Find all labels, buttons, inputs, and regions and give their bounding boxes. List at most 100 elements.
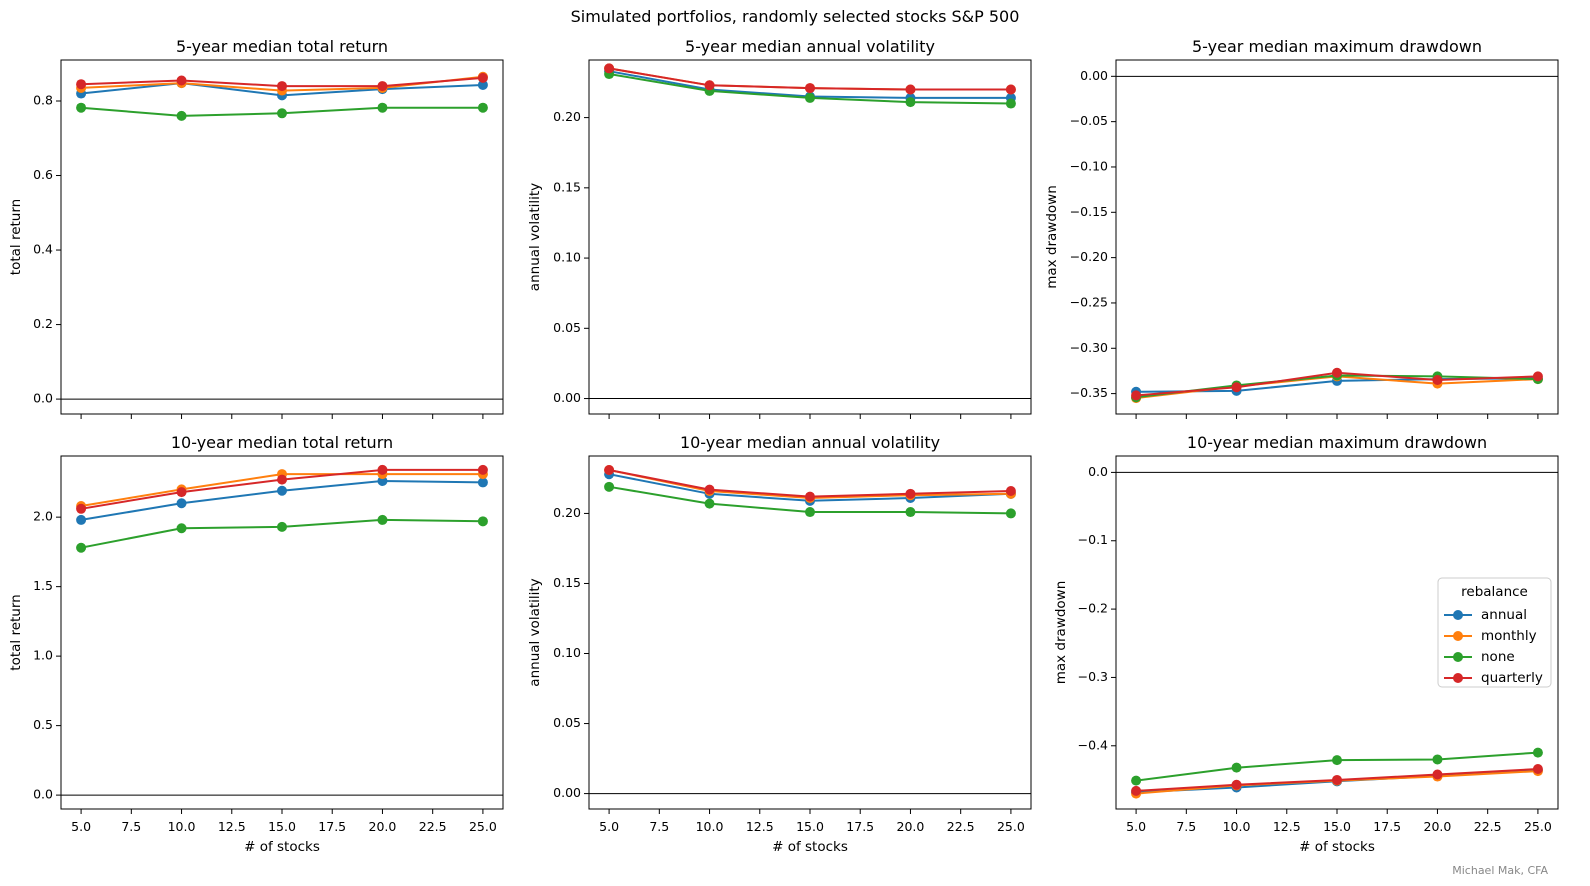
data-point-none bbox=[1005, 508, 1016, 519]
y-tick-label: 0.15 bbox=[553, 179, 581, 194]
data-point-quarterly bbox=[805, 83, 815, 94]
y-axis-label: annual volatility bbox=[527, 578, 543, 686]
y-axis-label: total return bbox=[8, 199, 24, 275]
y-tick-label: −0.05 bbox=[1070, 113, 1108, 128]
y-tick-label: 0.15 bbox=[553, 575, 581, 590]
y-tick-label: 0.00 bbox=[1080, 68, 1108, 83]
axes-frame bbox=[60, 59, 504, 415]
y-tick-label: 0.0 bbox=[33, 787, 53, 802]
data-point-quarterly bbox=[277, 81, 287, 92]
chart-panel-5: 10-year median annual volatility annual v… bbox=[527, 433, 1032, 855]
legend-entry-annual: annual bbox=[1481, 607, 1527, 623]
x-axis-label: # of stocks bbox=[1299, 839, 1375, 855]
axes-frame bbox=[588, 59, 1032, 415]
data-point-quarterly bbox=[704, 484, 715, 495]
data-point-quarterly bbox=[1432, 375, 1443, 386]
x-tick-label: 22.5 bbox=[947, 819, 975, 834]
y-tick-label: 0.05 bbox=[553, 715, 581, 730]
data-point-annual bbox=[477, 477, 488, 488]
axes-frame bbox=[1115, 59, 1559, 415]
data-point-none bbox=[76, 102, 87, 113]
data-point-none bbox=[1532, 747, 1543, 758]
data-point-none bbox=[1432, 754, 1443, 765]
chart-panel-6: 10-year median maximum drawdown max drawd… bbox=[1053, 433, 1559, 855]
data-point-none bbox=[604, 481, 615, 492]
chart-panel-4: 10-year median total return total return #… bbox=[8, 433, 504, 855]
x-tick-label: 25.0 bbox=[997, 819, 1025, 834]
x-tick-label: 12.5 bbox=[1273, 819, 1301, 834]
legend-entry-monthly: monthly bbox=[1481, 628, 1537, 644]
x-tick-label: 22.5 bbox=[1474, 819, 1502, 834]
y-axis-label: max drawdown bbox=[1044, 185, 1060, 289]
legend-box bbox=[1437, 577, 1552, 688]
x-tick-label: 17.5 bbox=[318, 819, 346, 834]
y-axis-label: annual volatility bbox=[527, 183, 543, 291]
data-point-quarterly bbox=[905, 488, 916, 499]
x-tick-label: 10.0 bbox=[696, 819, 724, 834]
x-tick-label: 25.0 bbox=[469, 819, 497, 834]
data-point-quarterly bbox=[176, 487, 187, 498]
axes-frame bbox=[1115, 455, 1559, 810]
chart-title: 10-year median maximum drawdown bbox=[1187, 433, 1487, 452]
chart-panel-2: 5-year median annual volatility annual vo… bbox=[527, 37, 1032, 419]
data-point-none bbox=[805, 92, 815, 103]
axes-frame bbox=[588, 455, 1032, 810]
data-point-none bbox=[477, 102, 488, 113]
data-point-annual bbox=[76, 514, 87, 525]
y-tick-label: −0.4 bbox=[1078, 737, 1108, 752]
data-point-none bbox=[905, 97, 916, 108]
data-point-none bbox=[377, 514, 388, 525]
y-tick-label: −0.3 bbox=[1078, 669, 1108, 684]
y-tick-label: 0.6 bbox=[33, 167, 53, 182]
data-point-none bbox=[1332, 755, 1342, 766]
y-tick-label: 0.10 bbox=[553, 645, 581, 660]
data-point-none bbox=[905, 507, 916, 518]
data-point-none bbox=[1231, 762, 1242, 773]
legend-title: rebalance bbox=[1461, 584, 1528, 600]
data-point-quarterly bbox=[1432, 769, 1443, 780]
data-point-quarterly bbox=[1231, 779, 1242, 790]
data-point-quarterly bbox=[1332, 367, 1342, 378]
credit-text: Michael Mak, CFA bbox=[1452, 864, 1548, 877]
y-tick-label: −0.1 bbox=[1078, 532, 1108, 547]
chart-title: 10-year median total return bbox=[171, 433, 393, 452]
y-tick-label: 0.4 bbox=[33, 242, 53, 257]
data-point-annual bbox=[176, 498, 187, 509]
y-tick-label: 2.0 bbox=[33, 509, 53, 524]
y-tick-label: 0.20 bbox=[553, 109, 581, 124]
x-axis-label: # of stocks bbox=[244, 839, 320, 855]
y-tick-label: 0.00 bbox=[553, 785, 581, 800]
y-tick-label: 0.10 bbox=[553, 250, 581, 265]
y-tick-label: 1.0 bbox=[33, 648, 53, 663]
y-tick-label: −0.10 bbox=[1070, 158, 1108, 173]
legend-swatch-marker-annual bbox=[1453, 610, 1463, 620]
x-tick-label: 17.5 bbox=[846, 819, 874, 834]
chart-title: 5-year median total return bbox=[176, 37, 388, 56]
x-tick-label: 7.5 bbox=[1176, 819, 1196, 834]
data-point-annual bbox=[277, 485, 287, 496]
data-point-none bbox=[805, 507, 815, 518]
x-tick-label: 20.0 bbox=[897, 819, 925, 834]
x-tick-label: 17.5 bbox=[1373, 819, 1401, 834]
data-point-quarterly bbox=[277, 474, 287, 485]
data-point-none bbox=[277, 521, 287, 532]
data-point-quarterly bbox=[1005, 486, 1016, 497]
y-tick-label: 0.0 bbox=[1088, 464, 1108, 479]
data-point-quarterly bbox=[1231, 382, 1242, 393]
axes-frame bbox=[60, 455, 504, 810]
y-tick-label: −0.35 bbox=[1070, 385, 1108, 400]
x-axis-label: # of stocks bbox=[772, 839, 848, 855]
x-tick-label: 15.0 bbox=[796, 819, 824, 834]
y-axis-label: total return bbox=[8, 594, 24, 670]
data-point-quarterly bbox=[1131, 390, 1142, 401]
data-point-none bbox=[377, 102, 388, 113]
x-tick-label: 10.0 bbox=[1223, 819, 1251, 834]
data-point-annual bbox=[377, 476, 388, 487]
data-point-quarterly bbox=[76, 503, 87, 514]
data-point-quarterly bbox=[905, 84, 916, 95]
y-tick-label: 0.5 bbox=[33, 717, 53, 732]
data-point-none bbox=[1131, 775, 1142, 786]
y-tick-label: −0.15 bbox=[1070, 204, 1108, 219]
x-tick-label: 20.0 bbox=[1424, 819, 1452, 834]
y-tick-label: 0.2 bbox=[33, 316, 53, 331]
